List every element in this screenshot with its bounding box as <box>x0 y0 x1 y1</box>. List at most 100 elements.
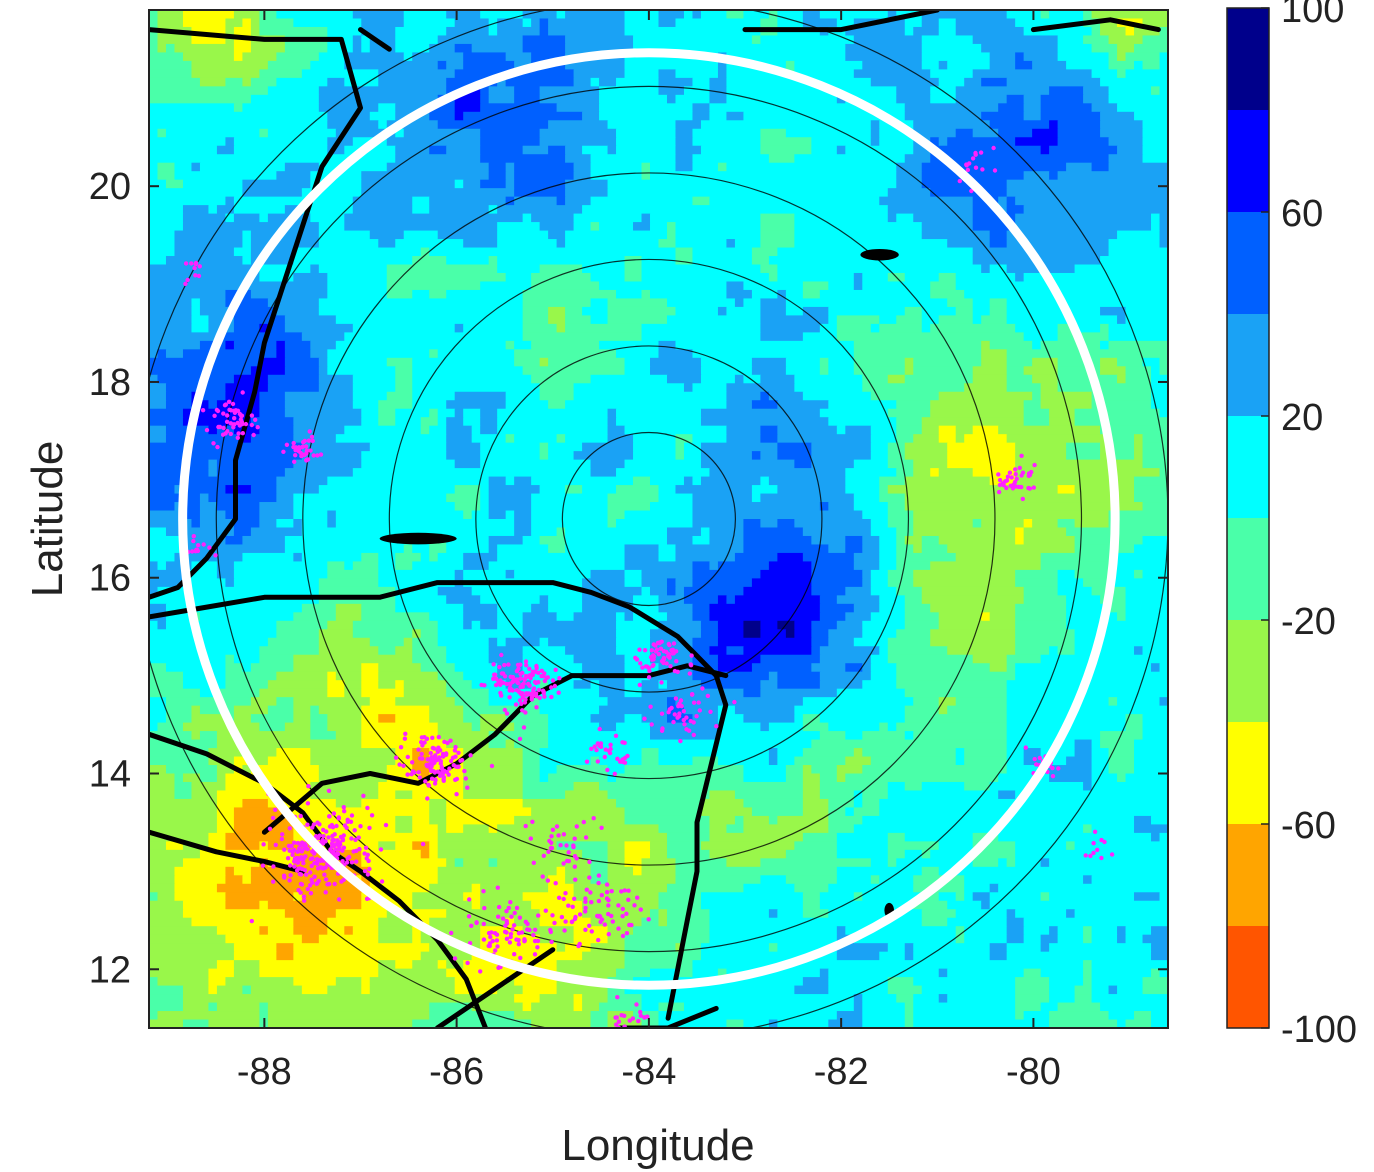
lightning-point <box>536 687 542 693</box>
contour-cell <box>149 442 303 452</box>
contour-cell <box>887 510 914 520</box>
contour-cell <box>1134 451 1144 461</box>
contour-cell <box>565 875 592 885</box>
contour-cell <box>1117 43 1135 54</box>
lightning-point <box>442 768 447 773</box>
contour-cell <box>607 994 643 1004</box>
contour-cell <box>216 790 311 800</box>
contour-cell <box>242 52 277 62</box>
contour-cell <box>437 586 473 596</box>
contour-cell <box>522 366 626 376</box>
contour-cell <box>157 586 320 596</box>
contour-cell <box>1015 1011 1025 1021</box>
contour-cell <box>955 748 965 758</box>
contour-cell <box>760 425 778 435</box>
contour-cell <box>182 722 260 732</box>
contour-cell <box>1074 748 1093 758</box>
contour-cell <box>1142 459 1168 469</box>
contour-cell <box>199 773 218 783</box>
contour-cell <box>641 1019 660 1028</box>
contour-cell <box>981 900 991 910</box>
contour-cell <box>1091 739 1101 749</box>
lightning-point <box>433 777 438 782</box>
contour-cell <box>276 951 294 961</box>
contour-cell <box>225 832 294 842</box>
contour-cell <box>1040 103 1093 113</box>
contour-cell <box>1032 60 1067 70</box>
lightning-point <box>428 750 433 756</box>
lightning-point <box>511 923 517 928</box>
contour-cell <box>624 510 694 520</box>
contour-cell <box>216 502 260 512</box>
contour-cell <box>488 162 507 172</box>
contour-cell <box>514 196 558 206</box>
contour-cell <box>777 680 821 690</box>
contour-cell <box>675 94 711 104</box>
contour-cell <box>199 510 227 520</box>
contour-cell <box>734 595 821 605</box>
lightning-point <box>527 666 532 671</box>
lightning-point <box>991 145 996 151</box>
lightning-point <box>192 265 197 271</box>
contour-cell <box>1057 332 1110 342</box>
contour-cell <box>480 425 498 435</box>
lightning-point <box>646 665 652 671</box>
contour-cell <box>488 26 498 37</box>
lightning-point <box>626 888 631 893</box>
contour-cell <box>514 340 532 350</box>
contour-cell <box>480 10 524 20</box>
contour-cell <box>182 205 210 215</box>
contour-cell <box>276 519 294 529</box>
contour-cell <box>717 561 770 571</box>
lightning-point <box>614 1015 619 1020</box>
lightning-point <box>321 834 326 839</box>
contour-cell <box>531 213 575 223</box>
contour-cell <box>1159 60 1168 70</box>
contour-cell <box>913 357 982 367</box>
contour-cell <box>1091 765 1110 775</box>
contour-cell <box>700 900 804 910</box>
contour-cell <box>777 272 855 283</box>
contour-cell <box>259 968 379 978</box>
contour-field <box>149 10 1168 1028</box>
contour-cell <box>777 909 804 919</box>
contour-cell <box>327 680 345 690</box>
contour-cell <box>242 434 252 444</box>
contour-cell <box>1006 748 1025 758</box>
contour-cell <box>276 52 320 62</box>
lightning-point <box>648 704 653 709</box>
contour-cell <box>853 459 889 469</box>
contour-cell <box>1040 94 1084 104</box>
contour-cell <box>497 18 524 28</box>
contour-cell <box>666 94 677 104</box>
contour-cell <box>437 60 447 70</box>
contour-cell <box>819 781 889 792</box>
lightning-point <box>499 671 505 676</box>
contour-cell <box>845 476 880 486</box>
contour-cell <box>429 883 473 893</box>
lightning-point <box>453 754 458 759</box>
lightning-point <box>694 714 699 719</box>
lightning-point <box>541 853 546 858</box>
contour-cell <box>913 26 940 37</box>
contour-cell <box>862 281 931 291</box>
contour-cell <box>1117 934 1127 944</box>
contour-cell <box>514 94 541 104</box>
lightning-point <box>308 856 314 862</box>
highlight-ring <box>178 48 1120 990</box>
contour-cell <box>1100 323 1110 333</box>
contour-cell <box>480 883 549 893</box>
contour-cell <box>412 289 430 300</box>
contour-cell <box>760 629 787 639</box>
contour-cell <box>548 637 617 647</box>
contour-cell <box>751 400 778 410</box>
contour-cell <box>446 417 464 427</box>
contour-cell <box>947 705 1008 715</box>
contour-cell <box>1074 323 1101 333</box>
lightning-point <box>335 851 340 856</box>
contour-cell <box>259 722 286 732</box>
contour-cell <box>658 10 685 20</box>
contour-cell <box>242 535 286 546</box>
lightning-point <box>489 930 494 935</box>
lightning-point <box>467 897 472 902</box>
